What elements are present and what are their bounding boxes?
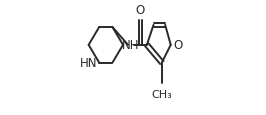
Text: O: O bbox=[173, 39, 183, 52]
Text: HN: HN bbox=[80, 57, 98, 69]
Text: CH₃: CH₃ bbox=[151, 89, 172, 99]
Text: NH: NH bbox=[122, 39, 140, 52]
Text: O: O bbox=[136, 4, 145, 17]
